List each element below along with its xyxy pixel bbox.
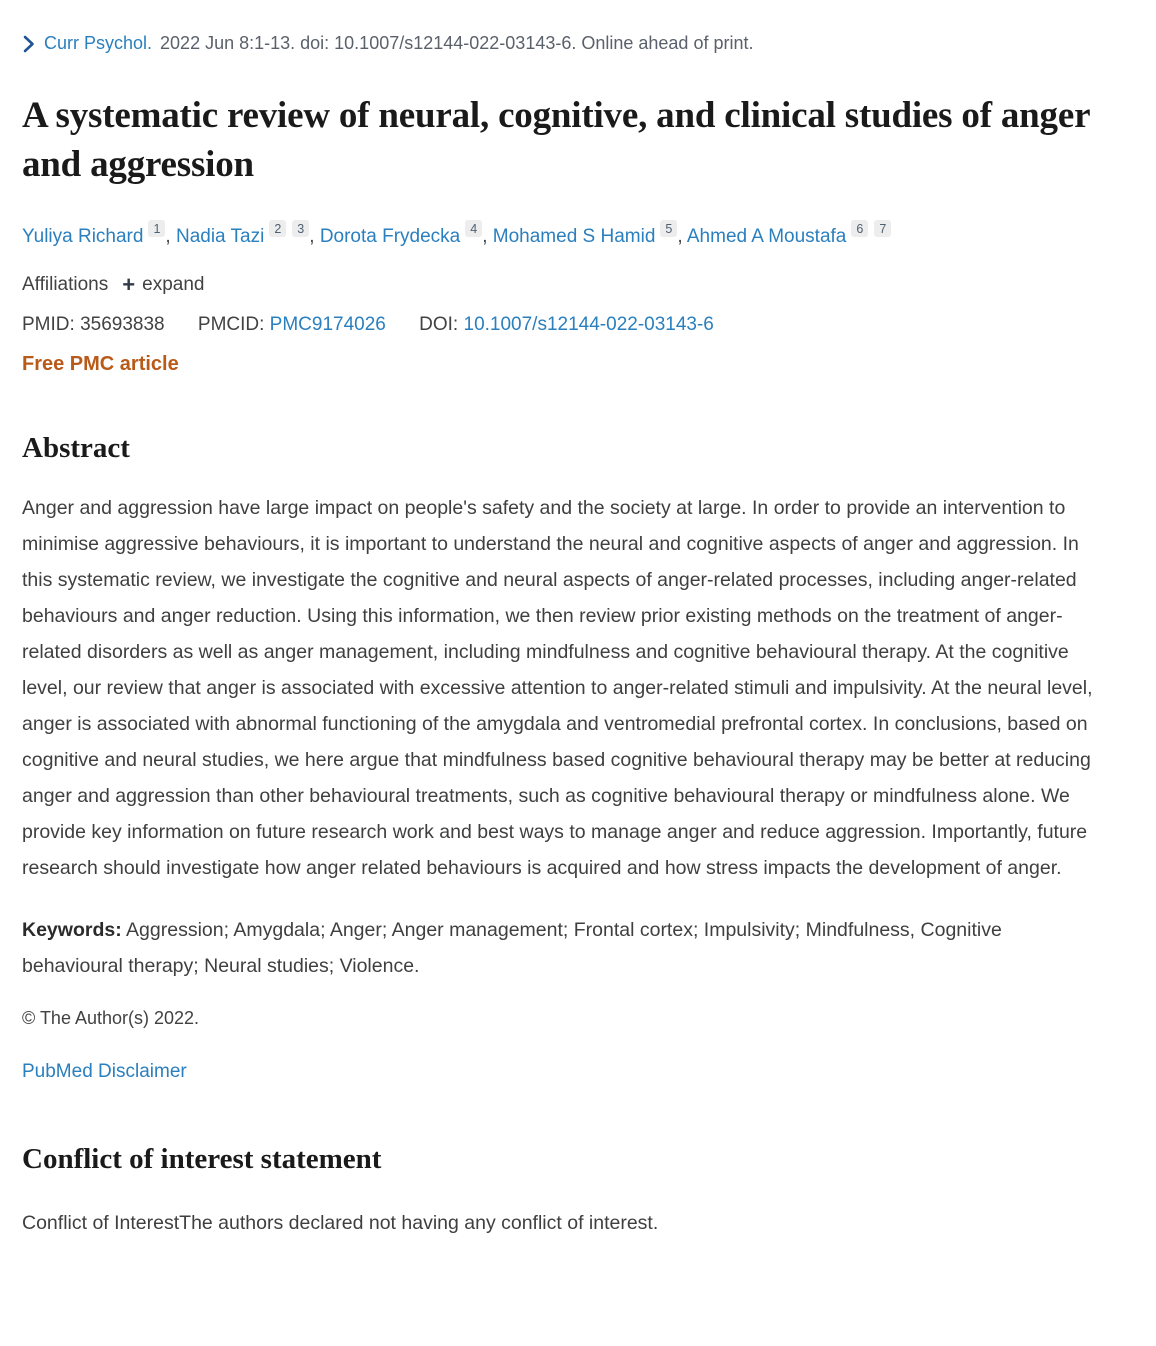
- author: Mohamed S Hamid 5,: [492, 219, 687, 247]
- doi-group: DOI: 10.1007/s12144-022-03143-6: [419, 314, 714, 335]
- affiliations-expand-toggle[interactable]: + expand: [122, 271, 205, 297]
- author-separator: ,: [309, 225, 315, 247]
- coi-body: Conflict of InterestThe authors declared…: [22, 1211, 659, 1234]
- citation-line: Curr Psychol. 2022 Jun 8:1-13. doi: 10.1…: [22, 33, 1097, 54]
- keywords-text: Aggression; Amygdala; Anger; Anger manag…: [22, 918, 1002, 977]
- author: Yuliya Richard 1,: [22, 219, 176, 247]
- affiliation-sup-chip[interactable]: 2: [269, 219, 287, 238]
- identifiers-row: PMID: 35693838 PMCID: PMC9174026 DOI: 10…: [22, 314, 1097, 336]
- author-link[interactable]: Mohamed S Hamid: [492, 225, 656, 247]
- affiliation-sup-chip[interactable]: 6: [851, 219, 869, 238]
- citation-details: 2022 Jun 8:1-13. doi: 10.1007/s12144-022…: [160, 33, 754, 53]
- copyright-line: © The Author(s) 2022.: [22, 1007, 200, 1028]
- doi-link[interactable]: 10.1007/s12144-022-03143-6: [463, 313, 714, 335]
- author-separator: ,: [482, 225, 488, 247]
- expand-label: expand: [142, 273, 205, 295]
- chevron-right-icon[interactable]: [22, 35, 36, 53]
- abstract-body: Anger and aggression have large impact o…: [22, 496, 1093, 879]
- doi-label: DOI:: [419, 313, 459, 335]
- affiliations-row: Affiliations + expand: [22, 271, 1097, 297]
- affiliation-sup-chip[interactable]: 1: [148, 219, 166, 238]
- author: Nadia Tazi 2 3,: [175, 219, 320, 247]
- affiliation-sup-chip[interactable]: 7: [874, 219, 892, 238]
- pmcid-link[interactable]: PMC9174026: [269, 313, 386, 335]
- affiliation-sup-chip[interactable]: 5: [660, 219, 678, 238]
- author: Dorota Frydecka 4,: [319, 219, 493, 247]
- author-link[interactable]: Dorota Frydecka: [319, 225, 461, 247]
- pubmed-disclaimer-link[interactable]: PubMed Disclaimer: [22, 1060, 187, 1082]
- author-link[interactable]: Yuliya Richard: [22, 225, 144, 247]
- abstract-heading: Abstract: [22, 431, 130, 464]
- coi-heading: Conflict of interest statement: [22, 1142, 382, 1175]
- plus-icon: +: [122, 271, 136, 297]
- affiliations-label: Affiliations: [22, 273, 109, 295]
- authors-list: Yuliya Richard 1, Nadia Tazi 2 3, Dorota Fr…: [22, 219, 1097, 254]
- journal-link[interactable]: Curr Psychol.: [44, 33, 153, 53]
- affiliation-sup-chip[interactable]: 4: [465, 219, 483, 238]
- pmcid-group: PMCID: PMC9174026: [198, 314, 386, 335]
- article-title: A systematic review of neural, cognitive…: [22, 95, 1090, 185]
- pmcid-label: PMCID:: [197, 313, 265, 335]
- author-separator: ,: [165, 225, 171, 247]
- author-link[interactable]: Nadia Tazi: [175, 225, 265, 247]
- pmid-group: PMID: 35693838: [22, 314, 165, 335]
- keywords-label: Keywords:: [22, 918, 122, 941]
- author-link[interactable]: Ahmed A Moustafa: [686, 225, 847, 247]
- keywords-paragraph: Keywords: Aggression; Amygdala; Anger; A…: [22, 912, 1094, 984]
- author: Ahmed A Moustafa 6 7: [686, 219, 892, 247]
- pmid-label: PMID:: [22, 313, 75, 335]
- pmid-value: 35693838: [80, 313, 165, 335]
- affiliation-sup-chip[interactable]: 3: [292, 219, 310, 238]
- free-pmc-badge: Free PMC article: [22, 352, 179, 375]
- author-separator: ,: [677, 225, 683, 247]
